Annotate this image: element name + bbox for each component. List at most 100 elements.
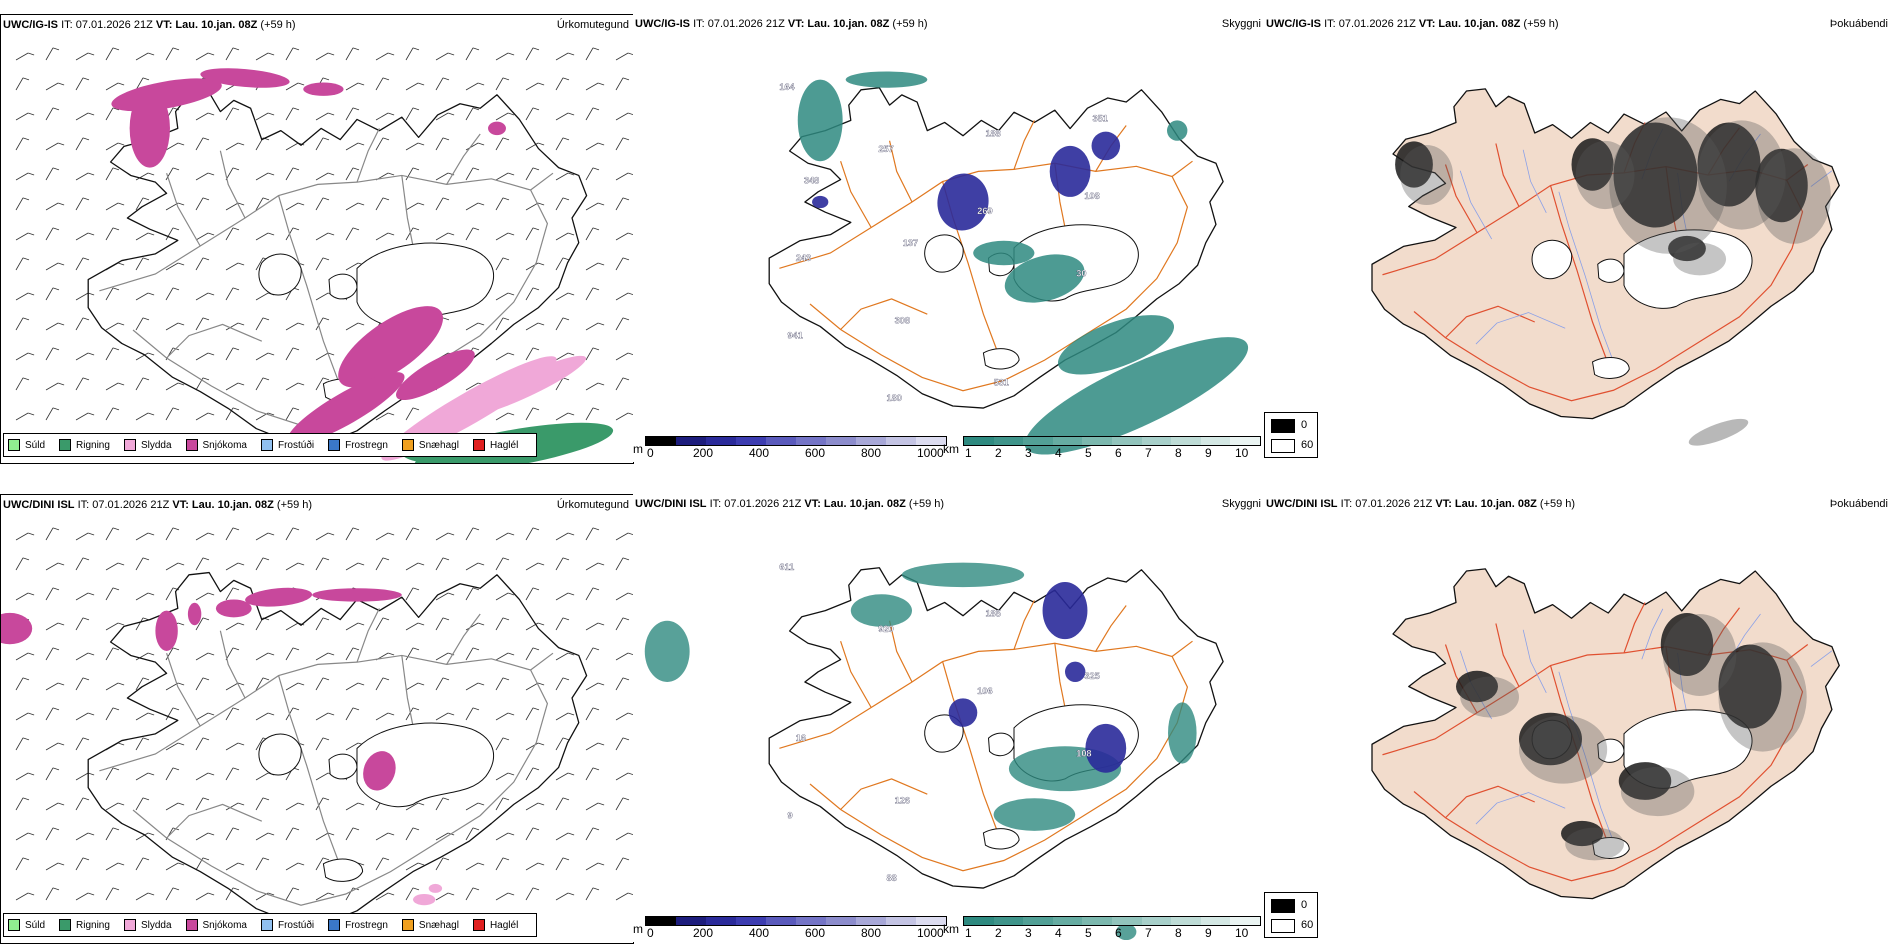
wind-barb — [465, 527, 474, 541]
wind-barb-flag — [292, 407, 300, 411]
wind-barb-flag — [357, 142, 365, 146]
wind-barb-flag — [537, 82, 545, 86]
colorbar-segment — [676, 917, 706, 925]
wind-barb — [135, 712, 149, 721]
wind-barb-flag — [532, 767, 540, 771]
weather-field — [1091, 131, 1121, 161]
wind-barb — [495, 832, 509, 841]
wind-barb — [465, 587, 474, 601]
wind-barb — [525, 227, 534, 241]
wind-barb-flag — [537, 562, 545, 566]
wind-barb-flag — [292, 527, 300, 531]
wind-barb-flag — [207, 172, 215, 176]
wind-barb — [495, 352, 509, 361]
wind-barb — [225, 227, 234, 241]
wind-barb — [195, 832, 209, 841]
wind-barb-flag — [87, 52, 95, 56]
wind-barb-flag — [202, 197, 210, 201]
legend-swatch — [185, 919, 198, 931]
wind-barb — [315, 712, 329, 721]
wind-barb-flag — [142, 557, 150, 561]
wind-barb — [15, 257, 24, 271]
wind-barb — [105, 527, 114, 541]
wind-barb-flag — [87, 772, 95, 776]
wind-barb-flag — [207, 352, 215, 356]
wind-barb — [525, 647, 534, 661]
wind-barb-flag — [292, 47, 300, 51]
wind-barb-flag — [412, 527, 420, 531]
wind-barb — [135, 52, 149, 61]
wind-barb — [315, 892, 329, 901]
wind-barb — [75, 557, 84, 571]
wind-barb-flag — [442, 77, 450, 81]
weather-field — [303, 82, 344, 96]
wind-barb — [285, 322, 299, 331]
wind-barb — [195, 772, 209, 781]
wind-barb — [345, 647, 354, 661]
wind-barb — [495, 52, 509, 61]
wind-barb — [285, 862, 299, 871]
wind-barb-flag — [507, 892, 515, 896]
cloud-panel-bottom: 611 920 106 108 9 88 185 325 16 126 UWC/DINI ISL … — [633, 494, 1263, 942]
wind-barb — [465, 707, 474, 721]
wind-barb-flag — [627, 172, 633, 176]
wind-barb — [225, 742, 239, 751]
glacier-outline — [982, 828, 1020, 850]
wind-barb — [555, 857, 564, 871]
weather-field — [1057, 315, 1175, 375]
wind-barb-flag — [172, 287, 180, 291]
wind-barb-flag — [352, 47, 360, 51]
wind-barb — [75, 832, 89, 841]
wind-barb-flag — [27, 172, 35, 176]
wind-barb-flag — [172, 767, 180, 771]
wind-barb — [15, 737, 24, 751]
panel-header: UWC/DINI ISL IT: 07.01.2026 21Z VT: Lau.… — [635, 498, 945, 510]
wind-barb — [15, 232, 29, 241]
road — [1095, 605, 1127, 652]
wind-barb — [105, 142, 119, 151]
wind-barb-flag — [627, 772, 633, 776]
wind-barb — [225, 287, 234, 301]
wind-barb — [105, 767, 114, 781]
wind-barb-flag — [297, 382, 305, 386]
wind-barb-flag — [147, 892, 155, 896]
wind-barb-flag — [477, 142, 485, 146]
wind-barb-flag — [537, 802, 545, 806]
wind-barb — [45, 82, 59, 91]
wind-barb-flag — [207, 712, 215, 716]
fog-low-label: 60 — [1301, 919, 1314, 931]
wind-barb — [285, 622, 299, 631]
wind-barb-flag — [622, 797, 630, 801]
wind-barb-flag — [507, 52, 515, 56]
colorbar-segment — [736, 437, 766, 445]
wind-barb — [15, 377, 24, 391]
river — [1475, 312, 1566, 345]
wind-barb — [585, 862, 599, 871]
wind-barb — [135, 532, 149, 541]
legend-item: Frostúði — [260, 919, 315, 931]
road — [888, 140, 913, 203]
legend-swatch — [8, 439, 20, 451]
wind-barb — [165, 802, 179, 811]
wind-barb — [285, 47, 294, 61]
wind-barb-flag — [627, 892, 633, 896]
wind-barb-flag — [562, 557, 570, 561]
wind-barb-flag — [387, 892, 395, 896]
wind-barb — [555, 197, 564, 211]
colorbar-segment — [1023, 437, 1053, 445]
wind-barb-flag — [472, 587, 480, 591]
wind-barb — [195, 137, 204, 151]
wind-barb-flag — [382, 617, 390, 621]
wind-barb — [15, 172, 29, 181]
wind-barb-flag — [627, 832, 633, 836]
wind-barb — [375, 232, 389, 241]
fog-panel-top: UWC/IG-IS IT: 07.01.2026 21Z VT: Lau. 10… — [1264, 14, 1900, 462]
wind-barb — [375, 832, 389, 841]
wind-barb-flag — [387, 712, 395, 716]
legend-label: Frostúði — [277, 919, 315, 931]
wind-barb — [315, 137, 324, 151]
wind-barb-flag — [262, 377, 270, 381]
wind-barb — [135, 857, 144, 871]
wind-barb — [405, 47, 414, 61]
